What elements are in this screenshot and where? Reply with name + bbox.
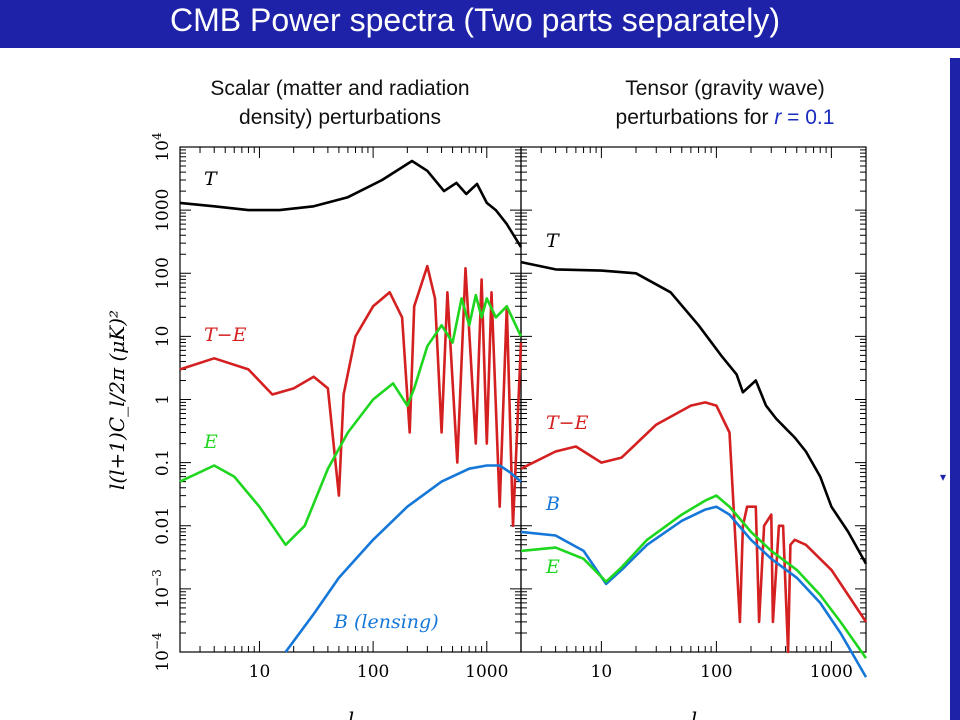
label-right-B: B — [545, 493, 560, 515]
series-line-right-B — [520, 505, 868, 678]
left-panel-title: Scalar (matter and radiation density) pe… — [170, 74, 510, 132]
series-line-right-T — [520, 260, 868, 565]
x-axis-label-right: l — [691, 707, 697, 720]
y-tick-label: 100 — [153, 257, 173, 289]
label-right-TE: T−E — [546, 412, 589, 434]
x-tick-label-right: 10 — [591, 662, 613, 682]
scroll-down-icon[interactable]: ▾ — [940, 470, 947, 484]
right-panel-title: Tensor (gravity wave) perturbations for … — [575, 74, 875, 132]
label-right-T: T — [546, 230, 560, 252]
x-tick-label-left: 10 — [249, 662, 271, 682]
right-edge-gap — [950, 48, 960, 58]
x-tick-label-right: 100 — [700, 662, 732, 682]
panel-frame-right — [520, 146, 867, 653]
y-tick-label: 10 — [153, 326, 173, 348]
x-tick-label-left: 1000 — [465, 662, 508, 682]
series-line-left-E — [179, 293, 523, 547]
right-panel-title-line-2: perturbations for r = 0.1 — [575, 103, 875, 132]
slide-title: CMB Power spectra (Two parts separately) — [170, 2, 780, 38]
title-bar — [0, 0, 950, 48]
series-line-left-T — [179, 159, 523, 248]
y-tick-label: 10−4 — [150, 632, 173, 672]
y-tick-label: 0.01 — [153, 507, 173, 545]
chart-curves — [179, 159, 868, 678]
label-right-E: E — [545, 556, 560, 578]
panel-frame-left — [179, 146, 522, 653]
y-tick-label: 1000 — [153, 188, 173, 231]
right-panel-title-r: r — [774, 106, 782, 129]
y-tick-label: 10−3 — [150, 569, 173, 608]
right-edge-bar — [950, 0, 960, 720]
x-axis-label-left: l — [348, 707, 354, 720]
chart-series-labels: T T−E E B (lensing) T T−E B E — [203, 168, 589, 633]
right-panel-title-line-1: Tensor (gravity wave) — [625, 77, 825, 100]
y-tick-label: 1 — [153, 394, 173, 405]
chart-axis-labels: l(l+1)C_l/2π (μK)² l l — [105, 310, 697, 720]
right-panel-title-prefix: perturbations for — [615, 106, 775, 129]
series-line-right-TE — [520, 401, 868, 654]
y-tick-label: 104 — [150, 132, 173, 162]
right-panel-title-eq: = 0.1 — [781, 106, 835, 129]
label-left-E: E — [203, 431, 218, 453]
y-axis-label: l(l+1)C_l/2π (μK)² — [105, 310, 129, 490]
x-tick-label-left: 100 — [357, 662, 389, 682]
chart-ticks: 10 100 1000 10 100 1000 10−4 10−3 0.01 0.1 1 10 100 1… — [150, 132, 867, 682]
label-left-TE: T−E — [204, 324, 247, 346]
series-line-left-TE — [179, 264, 523, 528]
y-tick-label: 0.1 — [153, 449, 173, 476]
label-left-T: T — [204, 168, 218, 190]
left-panel-title-line-2: density) perturbations — [239, 106, 441, 129]
series-line-left-B — [284, 464, 522, 653]
label-left-B: B (lensing) — [333, 611, 439, 633]
x-tick-label-right: 1000 — [810, 662, 853, 682]
series-line-right-E — [520, 494, 868, 659]
left-panel-title-line-1: Scalar (matter and radiation — [210, 77, 470, 100]
